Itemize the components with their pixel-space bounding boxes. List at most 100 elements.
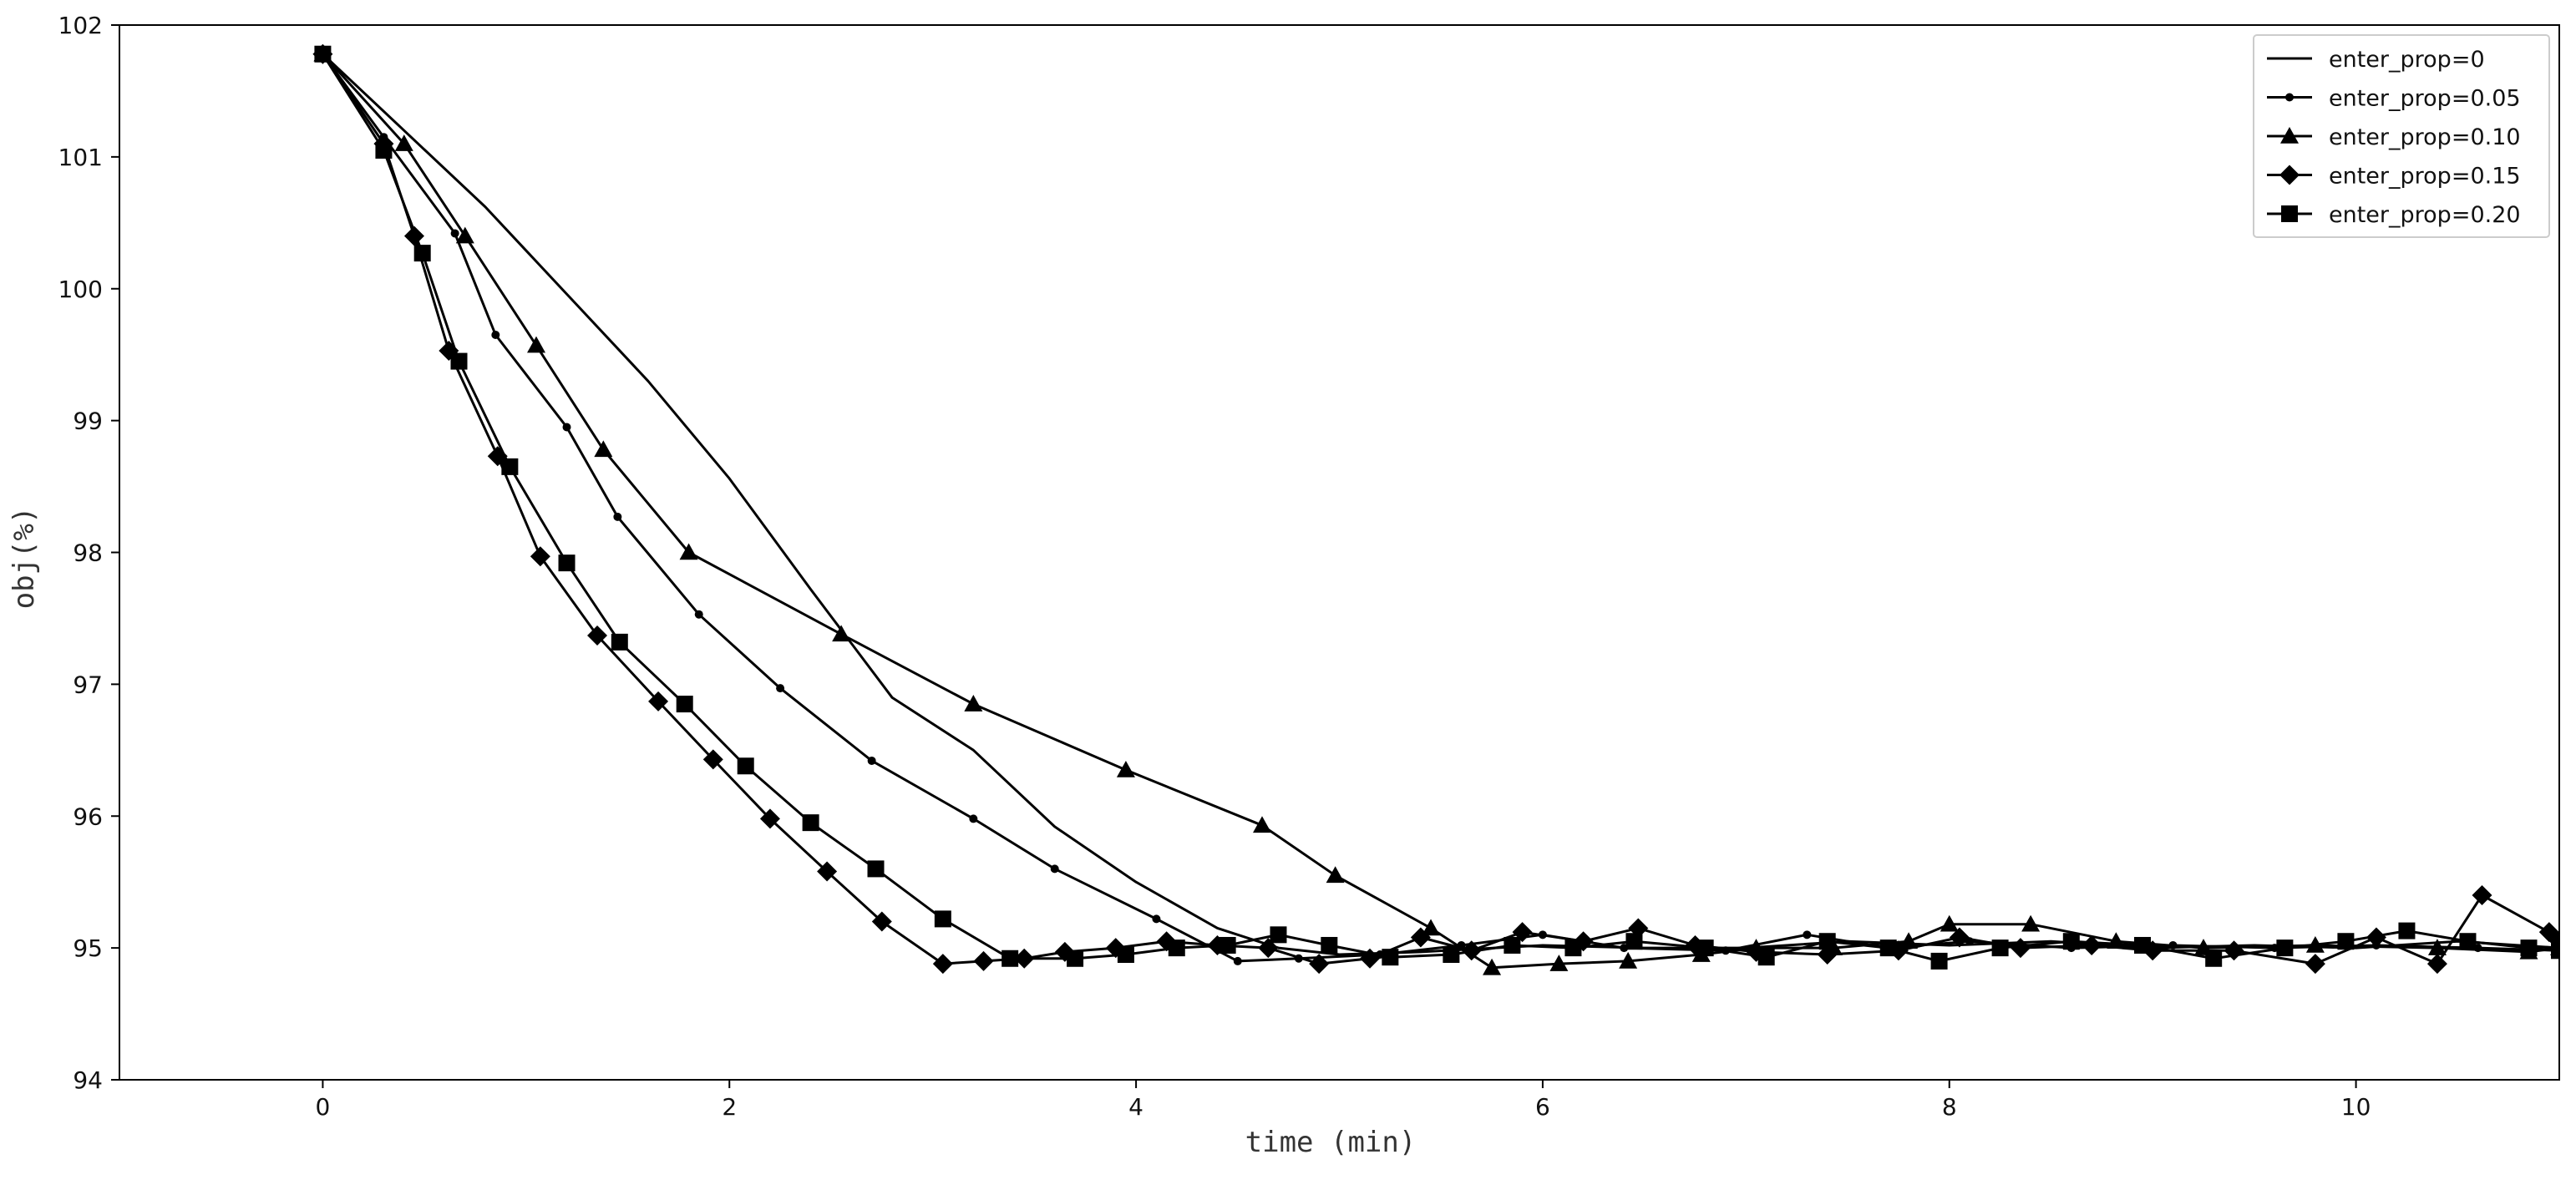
data-point-triangle: [1940, 914, 1959, 932]
data-point-square: [1443, 946, 1460, 964]
data-point-diamond: [530, 546, 550, 567]
data-point-square: [934, 910, 951, 928]
legend-entry: enter_prop=0: [2267, 47, 2485, 73]
legend-entry: enter_prop=0.05: [2267, 86, 2521, 112]
data-point-diamond: [2305, 954, 2325, 975]
y-tick-label: 96: [73, 803, 103, 830]
data-point-square: [676, 696, 693, 713]
data-point-square: [1696, 939, 1714, 957]
data-point-dot: [491, 331, 500, 340]
data-point-dot: [450, 229, 459, 238]
data-point-square: [1382, 949, 1399, 966]
data-point-dot: [1050, 864, 1059, 874]
legend-entry: enter_prop=0.20: [2267, 202, 2521, 228]
data-point-diamond: [759, 808, 780, 829]
data-point-square: [2459, 933, 2477, 950]
data-point-dot: [613, 512, 622, 521]
data-point-triangle: [1899, 932, 1919, 950]
data-point-square: [1818, 933, 1836, 950]
legend-label: enter_prop=0.10: [2329, 124, 2521, 150]
legend: enter_prop=0 enter_prop=0.05 enter_prop=0.…: [2253, 34, 2550, 238]
data-point-diamond: [2010, 938, 2031, 959]
data-point-diamond: [817, 861, 838, 882]
legend-box: [2253, 34, 2550, 238]
data-point-diamond: [1309, 954, 1330, 975]
data-point-dot: [694, 610, 703, 619]
data-point-square: [450, 352, 468, 370]
data-point-diamond: [1949, 927, 1970, 948]
data-point-square: [2337, 933, 2355, 950]
data-point-dot: [969, 814, 978, 823]
data-point-square: [2062, 933, 2080, 950]
series-line: [322, 53, 2559, 956]
data-point-triangle: [964, 695, 983, 712]
x-tick-label: 8: [1942, 1093, 1957, 1121]
data-point-square: [2205, 950, 2223, 967]
data-point-square: [867, 860, 885, 878]
series-enter_prop=0.20: [314, 45, 2559, 970]
legend-entry: enter_prop=0.10: [2267, 124, 2521, 150]
data-point-triangle: [679, 543, 698, 560]
y-tick-label: 102: [58, 12, 103, 39]
series-line: [322, 53, 2559, 963]
data-point-diamond: [648, 691, 669, 712]
data-point-triangle: [394, 134, 413, 151]
data-point-square: [1321, 936, 1338, 954]
data-point-diamond: [932, 954, 953, 975]
legend-label: enter_prop=0.20: [2329, 202, 2521, 228]
data-point-dot: [1152, 914, 1161, 924]
series-line: [322, 53, 2559, 963]
data-point-triangle: [594, 440, 613, 458]
data-point-triangle: [1422, 919, 1441, 936]
data-point-dot: [867, 756, 876, 765]
data-point-square: [314, 45, 332, 63]
series-enter_prop=0: [322, 53, 2559, 956]
data-point-square: [2281, 205, 2298, 222]
data-point-square: [1117, 946, 1134, 964]
y-tick-label: 94: [73, 1066, 103, 1094]
data-point-diamond: [2082, 934, 2102, 955]
x-tick-label: 10: [2341, 1093, 2371, 1121]
data-point-square: [413, 245, 431, 262]
y-tick-label: 99: [73, 408, 103, 435]
y-tick-label: 100: [58, 276, 103, 303]
data-point-square: [1168, 939, 1185, 957]
data-point-square: [1757, 949, 1775, 966]
data-point-triangle: [527, 336, 546, 353]
data-point-dot: [562, 423, 571, 432]
data-point-square: [2276, 939, 2294, 957]
legend-label: enter_prop=0: [2329, 47, 2485, 73]
data-point-triangle: [1116, 760, 1135, 777]
data-point-square: [501, 458, 519, 475]
data-point-triangle: [1326, 866, 1345, 884]
data-point-diamond: [702, 749, 723, 770]
data-point-triangle: [832, 625, 851, 642]
plot-frame: [119, 24, 2560, 1081]
y-tick-label: 95: [73, 934, 103, 962]
series-enter_prop=0.10: [313, 44, 2559, 975]
data-point-square: [802, 814, 819, 832]
data-point-diamond: [587, 625, 608, 646]
series-line: [322, 53, 2559, 965]
data-point-square: [1001, 950, 1019, 967]
data-point-square: [1270, 926, 1287, 944]
x-tick-label: 4: [1128, 1093, 1143, 1121]
data-point-triangle: [1549, 955, 1569, 971]
data-point-diamond: [2472, 884, 2492, 905]
x-tick-label: 2: [722, 1093, 737, 1121]
series-enter_prop=0.15: [312, 43, 2559, 975]
data-point-triangle: [1619, 951, 1638, 969]
data-point-triangle: [1253, 816, 1272, 833]
axes: 0 2 4 6 8 10 94 95 96 97 98 99 100 101 102: [58, 12, 2560, 1121]
data-point-square: [2520, 939, 2538, 957]
series-layer: [312, 43, 2559, 975]
data-point-triangle: [2427, 939, 2447, 955]
data-point-square: [1504, 936, 1521, 954]
data-point-triangle: [455, 226, 474, 244]
data-point-diamond: [2279, 165, 2300, 185]
data-point-square: [611, 633, 628, 651]
data-point-diamond: [973, 950, 994, 971]
data-point-square: [2133, 936, 2151, 954]
data-point-square: [1991, 939, 2009, 957]
y-tick-label: 101: [58, 144, 103, 171]
